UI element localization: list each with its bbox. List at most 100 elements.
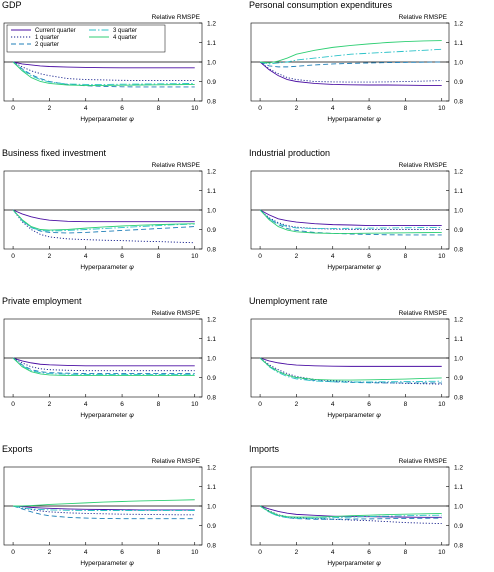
series-line-4-quarter <box>12 61 195 86</box>
y-tick-label: 1.2 <box>454 168 463 175</box>
series-line-current-quarter <box>12 209 195 223</box>
y-tick-label: 0.9 <box>207 375 216 382</box>
x-tick-label: 0 <box>258 549 262 556</box>
y-tick-label: 0.8 <box>454 542 463 549</box>
legend-entry: 1 quarter <box>35 35 59 41</box>
x-tick-label: 10 <box>438 549 446 556</box>
x-axis-label-text: Hyperparameter <box>327 264 376 271</box>
x-tick-label: 0 <box>258 401 262 408</box>
y-tick-label: 1.0 <box>454 207 463 214</box>
series-line-3-quarter <box>259 209 442 229</box>
y-tick-label: 1.1 <box>454 188 463 195</box>
x-axis-symbol: φ <box>376 411 381 419</box>
x-axis-symbol: φ <box>129 411 134 419</box>
x-tick-label: 2 <box>48 549 52 556</box>
y-tick-label: 1.2 <box>207 20 216 27</box>
series-line-current-quarter <box>13 505 195 511</box>
y-tick-label: 1.1 <box>207 188 216 195</box>
x-tick-label: 4 <box>84 253 88 260</box>
legend-entry: 3 quarter <box>113 28 137 34</box>
x-tick-label: 4 <box>84 549 88 556</box>
series-line-1-quarter <box>259 61 442 83</box>
x-tick-label: 10 <box>438 401 446 408</box>
x-axis-label-text: Hyperparameter <box>80 412 129 419</box>
x-tick-label: 6 <box>120 401 124 408</box>
x-tick-label: 8 <box>157 105 161 112</box>
y-tick-label: 0.8 <box>454 246 463 253</box>
y-tick-label: 1.1 <box>207 484 216 491</box>
x-tick-label: 6 <box>367 105 371 112</box>
x-tick-label: 0 <box>258 253 262 260</box>
x-axis-symbol: φ <box>376 559 381 567</box>
x-tick-label: 10 <box>438 253 446 260</box>
x-axis-label: Hyperparameter φ <box>80 115 134 123</box>
x-tick-label: 0 <box>11 105 15 112</box>
y-tick-label: 1.2 <box>207 168 216 175</box>
y-tick-label: 1.2 <box>454 464 463 471</box>
y-tick-label: 1.1 <box>454 336 463 343</box>
x-tick-label: 8 <box>404 549 408 556</box>
y-tick-label: 0.9 <box>207 523 216 530</box>
x-tick-label: 10 <box>191 549 199 556</box>
y-tick-label: 1.1 <box>207 336 216 343</box>
series-line-3-quarter <box>12 61 195 85</box>
x-tick-label: 8 <box>404 401 408 408</box>
series-line-3-quarter <box>259 357 442 383</box>
x-tick-label: 6 <box>367 401 371 408</box>
y-axis-label: Relative RMSPE <box>152 162 201 169</box>
y-tick-label: 1.0 <box>207 207 216 214</box>
series-line-4-quarter <box>259 505 442 518</box>
y-tick-label: 1.2 <box>207 316 216 323</box>
series-line-3-quarter <box>12 357 195 376</box>
x-axis-symbol: φ <box>376 115 381 123</box>
y-tick-label: 0.9 <box>454 523 463 530</box>
x-axis-label-text: Hyperparameter <box>327 116 376 123</box>
x-tick-label: 0 <box>11 549 15 556</box>
series-line-3-quarter <box>259 505 442 519</box>
y-tick-label: 0.9 <box>207 79 216 86</box>
panel-title: Unemployment rate <box>249 296 328 306</box>
x-tick-label: 10 <box>191 105 199 112</box>
series-line-1-quarter <box>12 505 195 516</box>
series-line-4-quarter <box>12 357 195 376</box>
y-axis-label: Relative RMSPE <box>152 14 201 21</box>
series-line-2-quarter <box>259 61 442 68</box>
y-axis-label: Relative RMSPE <box>152 458 201 465</box>
series-line-1-quarter <box>259 505 442 524</box>
x-tick-label: 10 <box>438 105 446 112</box>
x-tick-label: 2 <box>295 549 299 556</box>
y-tick-label: 1.0 <box>454 503 463 510</box>
x-axis-label-text: Hyperparameter <box>327 560 376 567</box>
x-axis-symbol: φ <box>129 115 134 123</box>
series-line-2-quarter <box>12 357 195 375</box>
x-axis-label-text: Hyperparameter <box>327 412 376 419</box>
y-tick-label: 0.8 <box>454 98 463 105</box>
y-tick-label: 0.8 <box>207 98 216 105</box>
panel-title: Industrial production <box>249 148 330 158</box>
legend-entry: 4 quarter <box>113 35 137 41</box>
series-line-4-quarter <box>259 357 442 381</box>
series-line-2-quarter <box>12 505 195 520</box>
x-tick-label: 8 <box>404 253 408 260</box>
panel-industrial-production: Industrial production Relative RMSPE 0 2 4 6 8… <box>249 148 463 271</box>
x-axis-symbol: φ <box>376 263 381 271</box>
legend-box <box>6 24 166 53</box>
y-tick-label: 1.0 <box>207 59 216 66</box>
series-line-1-quarter <box>12 61 195 81</box>
y-tick-label: 0.9 <box>454 79 463 86</box>
x-tick-label: 4 <box>84 105 88 112</box>
x-axis-label-text: Hyperparameter <box>80 560 129 567</box>
y-tick-label: 0.9 <box>454 375 463 382</box>
x-tick-label: 6 <box>120 549 124 556</box>
series-line-1-quarter <box>12 357 195 372</box>
x-tick-label: 4 <box>84 401 88 408</box>
x-tick-label: 4 <box>331 253 335 260</box>
y-tick-label: 1.2 <box>207 464 216 471</box>
series-line-4-quarter <box>12 209 195 231</box>
series-line-3-quarter <box>12 209 195 232</box>
x-axis-label: Hyperparameter φ <box>80 411 134 419</box>
series-line-current-quarter <box>12 357 195 367</box>
series-line-1-quarter <box>259 209 442 230</box>
y-tick-label: 1.1 <box>454 40 463 47</box>
